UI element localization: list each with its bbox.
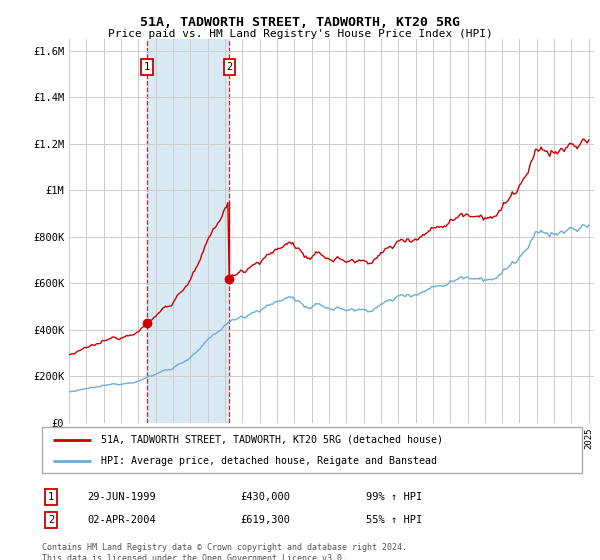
- Text: 51A, TADWORTH STREET, TADWORTH, KT20 5RG (detached house): 51A, TADWORTH STREET, TADWORTH, KT20 5RG…: [101, 435, 443, 445]
- Text: 02-APR-2004: 02-APR-2004: [87, 515, 156, 525]
- Text: 1: 1: [48, 492, 54, 502]
- Text: Price paid vs. HM Land Registry's House Price Index (HPI): Price paid vs. HM Land Registry's House …: [107, 29, 493, 39]
- FancyBboxPatch shape: [42, 427, 582, 473]
- Bar: [147, 39, 229, 423]
- Text: 51A, TADWORTH STREET, TADWORTH, KT20 5RG: 51A, TADWORTH STREET, TADWORTH, KT20 5RG: [140, 16, 460, 29]
- Text: 99% ↑ HPI: 99% ↑ HPI: [366, 492, 422, 502]
- Text: 29-JUN-1999: 29-JUN-1999: [87, 492, 156, 502]
- Text: £430,000: £430,000: [240, 492, 290, 502]
- Text: £619,300: £619,300: [240, 515, 290, 525]
- Text: 1: 1: [143, 62, 150, 72]
- Text: HPI: Average price, detached house, Reigate and Banstead: HPI: Average price, detached house, Reig…: [101, 456, 437, 466]
- Text: 2: 2: [48, 515, 54, 525]
- Text: Contains HM Land Registry data © Crown copyright and database right 2024.
This d: Contains HM Land Registry data © Crown c…: [42, 543, 407, 560]
- Text: 2: 2: [226, 62, 232, 72]
- Text: 55% ↑ HPI: 55% ↑ HPI: [366, 515, 422, 525]
